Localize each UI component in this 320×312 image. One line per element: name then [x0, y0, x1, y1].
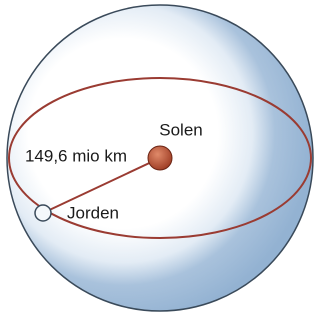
sun: [148, 146, 172, 170]
distance-label: 149,6 mio km: [25, 146, 127, 165]
sun-label: Solen: [159, 120, 202, 139]
earth-label: Jorden: [67, 203, 119, 222]
earth: [35, 205, 51, 221]
orbit-diagram: Solen 149,6 mio km Jorden: [0, 0, 316, 312]
page: Solen 149,6 mio km Jorden (() => { const…: [0, 0, 316, 312]
